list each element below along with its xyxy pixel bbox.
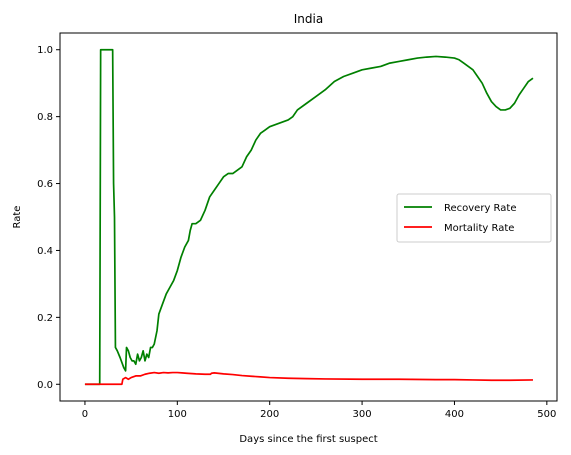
- y-tick-label: 0.8: [37, 112, 53, 123]
- x-tick-label: 500: [537, 409, 556, 420]
- legend-label-recovery-rate: Recovery Rate: [444, 203, 516, 214]
- x-axis-ticks: 0 100 200 300 400 500: [82, 401, 556, 420]
- x-tick-label: 100: [168, 409, 187, 420]
- legend-box: [396, 193, 552, 243]
- legend-label-mortality-rate: Mortality Rate: [444, 223, 514, 234]
- y-axis-ticks: 0.0 0.2 0.4 0.6 0.8 1.0: [37, 45, 60, 391]
- y-tick-label: 0.0: [37, 380, 53, 391]
- legend: Recovery Rate Mortality Rate: [396, 193, 552, 243]
- y-axis-label: Rate: [12, 206, 23, 229]
- x-tick-label: 200: [260, 409, 279, 420]
- plot-frame: [59, 32, 558, 402]
- series-layer: [84, 48, 534, 386]
- x-tick-label: 400: [445, 409, 464, 420]
- y-tick-label: 0.4: [37, 246, 53, 257]
- x-axis-label: Days since the first suspect: [239, 434, 377, 445]
- series-line-recovery-rate: [84, 48, 534, 386]
- chart-title: India: [294, 12, 323, 26]
- y-tick-label: 0.6: [37, 179, 53, 190]
- series-line-mortality-rate: [84, 371, 533, 386]
- x-tick-label: 0: [82, 409, 88, 420]
- x-tick-label: 300: [353, 409, 372, 420]
- y-tick-label: 1.0: [37, 45, 53, 56]
- y-tick-label: 0.2: [37, 313, 53, 324]
